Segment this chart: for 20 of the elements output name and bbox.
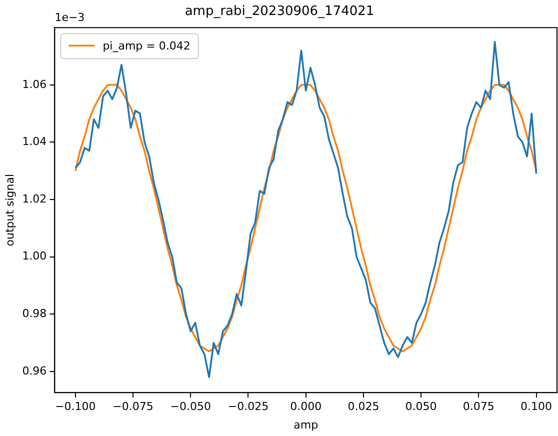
y-tick-label: 1.02 bbox=[22, 192, 47, 206]
y-tick-label: 1.04 bbox=[22, 135, 47, 148]
x-tick-label: 0.050 bbox=[405, 400, 437, 414]
chart-title: amp_rabi_20230906_174021 bbox=[184, 4, 374, 20]
x-tick-label: 0.075 bbox=[462, 400, 494, 414]
y-tick-label: 1.00 bbox=[22, 250, 47, 263]
x-tick-label: −0.050 bbox=[170, 400, 211, 414]
x-axis-title: amp bbox=[294, 418, 318, 432]
x-tick-label: 0.000 bbox=[290, 400, 322, 414]
y-tick-label: 1.06 bbox=[22, 78, 47, 91]
x-tick-label: −0.100 bbox=[55, 400, 96, 414]
y-tick-label: 0.98 bbox=[22, 306, 47, 320]
legend-label: pi_amp = 0.042 bbox=[102, 39, 190, 52]
x-tick-label: 0.100 bbox=[520, 400, 552, 414]
y-tick-label: 0.96 bbox=[22, 364, 47, 378]
text: 1e−3 bbox=[54, 10, 85, 24]
y-axis-title: output signal bbox=[3, 174, 16, 246]
x-tick-label: −0.025 bbox=[228, 400, 269, 414]
x-tick-label: −0.075 bbox=[112, 400, 154, 414]
x-tick-label: 0.025 bbox=[348, 400, 380, 414]
